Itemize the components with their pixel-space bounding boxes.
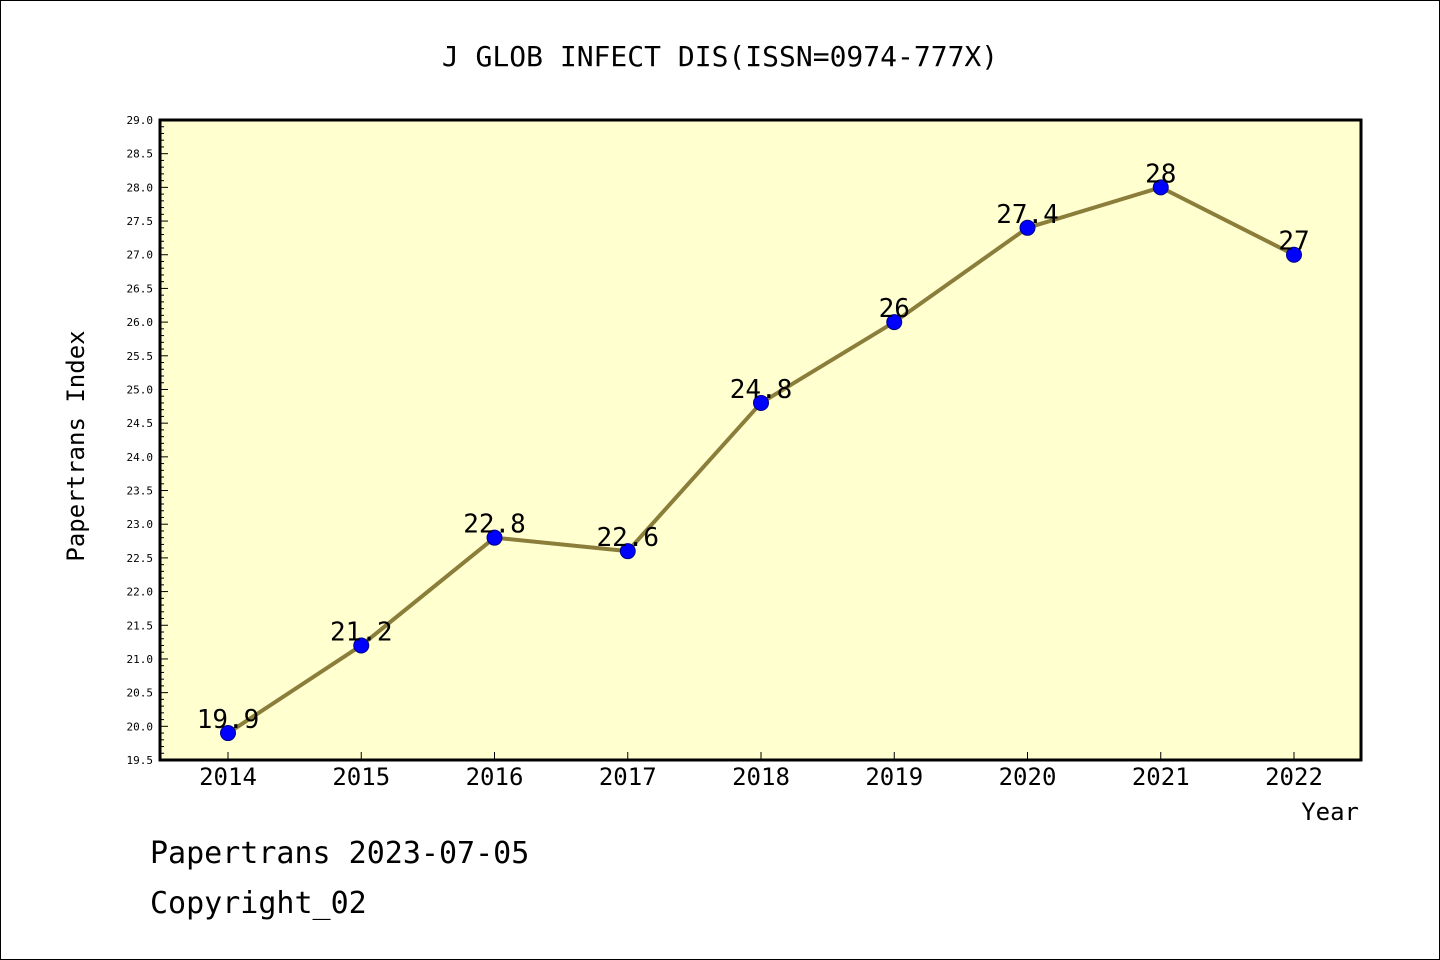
footer-date: Papertrans 2023-07-05 bbox=[150, 836, 530, 871]
y-tick-label: 24.0 bbox=[127, 451, 154, 464]
y-tick-label: 25.0 bbox=[127, 383, 154, 396]
x-tick-label: 2021 bbox=[1132, 763, 1190, 791]
y-axis-label: Papertrans Index bbox=[62, 330, 90, 561]
y-tick-label: 26.0 bbox=[127, 316, 154, 329]
data-label: 19.9 bbox=[197, 705, 260, 735]
y-tick-label: 26.5 bbox=[127, 282, 154, 295]
y-tick-label: 28.5 bbox=[127, 148, 154, 161]
y-tick-label: 21.0 bbox=[127, 653, 154, 666]
y-tick-label: 27.5 bbox=[127, 215, 154, 228]
y-tick-label: 20.0 bbox=[127, 720, 154, 733]
y-tick-label: 23.5 bbox=[127, 485, 154, 498]
plot-area bbox=[158, 118, 1363, 762]
data-label: 22.8 bbox=[463, 510, 526, 540]
x-tick-label: 2014 bbox=[199, 763, 257, 791]
x-tick-label: 2015 bbox=[332, 763, 390, 791]
data-label: 22.6 bbox=[596, 523, 659, 553]
y-tick-label: 23.0 bbox=[127, 518, 154, 531]
data-point-marker bbox=[353, 637, 370, 654]
data-point-marker bbox=[1019, 219, 1036, 236]
data-point-marker bbox=[886, 314, 903, 331]
x-axis: 2014 2015 2016 2017 2018 2019 2020 2021 2022 bbox=[199, 752, 1323, 791]
data-point-marker bbox=[619, 543, 636, 560]
x-axis-label: Year bbox=[1301, 798, 1359, 826]
chart-title: J GLOB INFECT DIS(ISSN=0974-777X) bbox=[442, 40, 998, 73]
data-point-marker bbox=[753, 394, 769, 411]
y-tick-label: 20.5 bbox=[127, 687, 154, 700]
y-tick-label: 29.0 bbox=[127, 114, 154, 127]
data-point-marker bbox=[220, 725, 236, 742]
series-line bbox=[220, 179, 1302, 742]
data-point-marker bbox=[1286, 246, 1302, 263]
x-tick-label: 2019 bbox=[865, 763, 923, 791]
y-tick-label: 28.0 bbox=[127, 181, 154, 194]
data-label: 21.2 bbox=[330, 617, 393, 647]
x-tick-label: 2016 bbox=[466, 763, 524, 791]
data-label: 27.4 bbox=[996, 200, 1059, 230]
y-tick-label: 19.5 bbox=[127, 754, 154, 767]
y-tick-label: 25.5 bbox=[127, 350, 154, 363]
footer-copyright: Copyright_02 bbox=[150, 886, 367, 921]
y-tick-label: 22.0 bbox=[127, 586, 154, 599]
y-tick-label: 21.5 bbox=[127, 619, 154, 632]
data-point-marker bbox=[486, 529, 503, 546]
x-tick-label: 2020 bbox=[999, 763, 1057, 791]
data-label: 27 bbox=[1278, 227, 1309, 257]
data-labels: 19.9 21.2 22.8 22.6 24.8 26 27.4 28 27 bbox=[197, 159, 1310, 735]
y-tick-label: 27.0 bbox=[127, 249, 154, 262]
data-label: 28 bbox=[1145, 159, 1176, 189]
y-tick-label: 24.5 bbox=[127, 417, 154, 430]
x-tick-label: 2022 bbox=[1265, 763, 1323, 791]
y-tick-label: 22.5 bbox=[127, 552, 154, 565]
x-tick-label: 2018 bbox=[732, 763, 790, 791]
data-point-marker bbox=[1152, 179, 1169, 196]
data-label: 24.8 bbox=[730, 375, 793, 405]
data-label: 26 bbox=[879, 294, 910, 324]
x-tick-label: 2017 bbox=[599, 763, 657, 791]
y-axis: 19.5 20.0 20.5 21.0 21.5 22.0 22.5 23.0 23.5 24.0… bbox=[127, 114, 168, 767]
